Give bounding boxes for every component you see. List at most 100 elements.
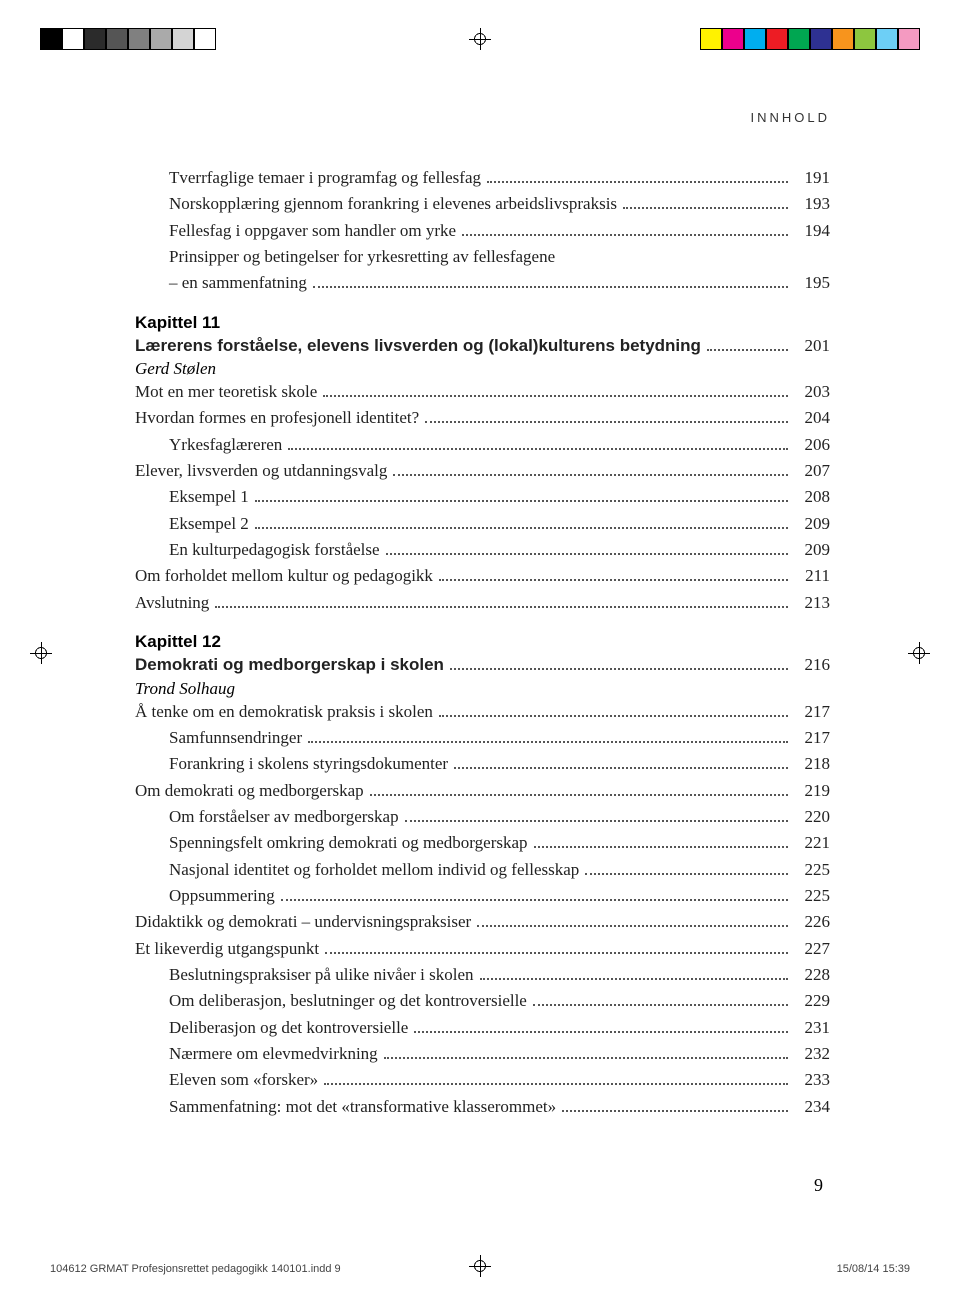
chapter-heading: Kapittel 11 (135, 313, 830, 333)
toc-page: 195 (794, 270, 830, 296)
toc-label: Samfunnsendringer (169, 725, 302, 751)
toc-entry: Beslutningspraksiser på ulike nivåer i s… (135, 962, 830, 988)
toc-label: Elever, livsverden og utdanningsvalg (135, 458, 387, 484)
page-content: INNHOLD Tverrfaglige temaer i programfag… (135, 110, 830, 1120)
toc-label: Nasjonal identitet og forholdet mellom i… (169, 857, 579, 883)
toc-label: Eleven som «forsker» (169, 1067, 318, 1093)
toc-page: 217 (794, 725, 830, 751)
toc-label: Eksempel 2 (169, 511, 249, 537)
registration-mark-icon (30, 642, 52, 664)
toc-label: Fellesfag i oppgaver som handler om yrke (169, 218, 456, 244)
toc-label: Yrkesfaglæreren (169, 432, 282, 458)
page-number: 9 (814, 1175, 823, 1196)
toc-label: Om forholdet mellom kultur og pedagogikk (135, 563, 433, 589)
toc-label: Om demokrati og medborgerskap (135, 778, 364, 804)
toc-entry: Forankring i skolens styringsdokumenter 2… (135, 751, 830, 777)
toc-page: 211 (794, 563, 830, 589)
toc-page: 233 (794, 1067, 830, 1093)
toc-page: 228 (794, 962, 830, 988)
footer-filename: 104612 GRMAT Profesjonsrettet pedagogikk… (50, 1263, 341, 1275)
table-of-contents: Tverrfaglige temaer i programfag og fell… (135, 165, 830, 1120)
toc-entry: Yrkesfaglæreren 206 (135, 432, 830, 458)
registration-mark-icon (908, 642, 930, 664)
toc-entry: Om forståelser av medborgerskap 220 (135, 804, 830, 830)
toc-label: Eksempel 1 (169, 484, 249, 510)
toc-page: 225 (794, 857, 830, 883)
toc-page: 209 (794, 511, 830, 537)
toc-entry: Hvordan formes en profesjonell identitet… (135, 405, 830, 431)
chapter-author: Gerd Stølen (135, 359, 830, 379)
toc-label: Prinsipper og betingelser for yrkesretti… (169, 244, 555, 270)
toc-page: 207 (794, 458, 830, 484)
toc-entry: Om demokrati og medborgerskap219 (135, 778, 830, 804)
toc-entry: Tverrfaglige temaer i programfag og fell… (135, 165, 830, 191)
toc-entry: Eksempel 1 208 (135, 484, 830, 510)
toc-page: 231 (794, 1015, 830, 1041)
toc-page: 208 (794, 484, 830, 510)
toc-entry: Eleven som «forsker» 233 (135, 1067, 830, 1093)
toc-label: Mot en mer teoretisk skole (135, 379, 317, 405)
toc-page: 218 (794, 751, 830, 777)
toc-page: 206 (794, 432, 830, 458)
toc-page: 225 (794, 883, 830, 909)
toc-label: – en sammenfatning (169, 270, 307, 296)
running-head: INNHOLD (135, 110, 830, 125)
toc-label: Om forståelser av medborgerskap (169, 804, 399, 830)
toc-page: 220 (794, 804, 830, 830)
toc-label: Norskopplæring gjennom forankring i elev… (169, 191, 617, 217)
toc-entry: Nasjonal identitet og forholdet mellom i… (135, 857, 830, 883)
toc-entry: – en sammenfatning 195 (135, 270, 830, 296)
toc-page: 204 (794, 405, 830, 431)
toc-entry: Å tenke om en demokratisk praksis i skol… (135, 699, 830, 725)
toc-entry: Didaktikk og demokrati – undervisningspr… (135, 909, 830, 935)
toc-label: Oppsummering (169, 883, 275, 909)
toc-label: Didaktikk og demokrati – undervisningspr… (135, 909, 471, 935)
toc-label: Å tenke om en demokratisk praksis i skol… (135, 699, 433, 725)
toc-label: Hvordan formes en profesjonell identitet… (135, 405, 419, 431)
toc-page: 226 (794, 909, 830, 935)
toc-entry: Demokrati og medborgerskap i skolen 216 (135, 652, 830, 678)
toc-entry: Mot en mer teoretisk skole 203 (135, 379, 830, 405)
toc-entry: Sammenfatning: mot det «transformative k… (135, 1094, 830, 1120)
toc-entry: En kulturpedagogisk forståelse 209 (135, 537, 830, 563)
toc-entry: Et likeverdig utgangspunkt 227 (135, 936, 830, 962)
toc-page: 194 (794, 218, 830, 244)
toc-page: 232 (794, 1041, 830, 1067)
toc-label: Avslutning (135, 590, 209, 616)
toc-label: En kulturpedagogisk forståelse (169, 537, 380, 563)
toc-page: 191 (794, 165, 830, 191)
toc-entry: Norskopplæring gjennom forankring i elev… (135, 191, 830, 217)
print-footer: 104612 GRMAT Profesjonsrettet pedagogikk… (50, 1263, 910, 1275)
chapter-author: Trond Solhaug (135, 679, 830, 699)
toc-page: 209 (794, 537, 830, 563)
toc-entry: Elever, livsverden og utdanningsvalg 207 (135, 458, 830, 484)
toc-entry: Deliberasjon og det kontroversielle 231 (135, 1015, 830, 1041)
toc-entry: Prinsipper og betingelser for yrkesretti… (135, 244, 830, 270)
toc-label: Lærerens forståelse, elevens livsverden … (135, 333, 701, 359)
toc-page: 229 (794, 988, 830, 1014)
toc-page: 203 (794, 379, 830, 405)
toc-page: 217 (794, 699, 830, 725)
toc-page: 213 (794, 590, 830, 616)
toc-page: 216 (794, 652, 830, 678)
toc-entry: Om deliberasjon, beslutninger og det kon… (135, 988, 830, 1014)
toc-page: 227 (794, 936, 830, 962)
toc-label: Forankring i skolens styringsdokumenter (169, 751, 448, 777)
toc-entry: Nærmere om elevmedvirkning232 (135, 1041, 830, 1067)
toc-label: Sammenfatning: mot det «transformative k… (169, 1094, 556, 1120)
toc-entry: Eksempel 2 209 (135, 511, 830, 537)
toc-label: Tverrfaglige temaer i programfag og fell… (169, 165, 481, 191)
toc-label: Spenningsfelt omkring demokrati og medbo… (169, 830, 528, 856)
toc-page: 234 (794, 1094, 830, 1120)
toc-entry: Samfunnsendringer 217 (135, 725, 830, 751)
toc-label: Et likeverdig utgangspunkt (135, 936, 319, 962)
toc-page: 193 (794, 191, 830, 217)
toc-entry: Lærerens forståelse, elevens livsverden … (135, 333, 830, 359)
toc-label: Beslutningspraksiser på ulike nivåer i s… (169, 962, 474, 988)
registration-mark-icon (469, 28, 491, 50)
toc-page: 201 (794, 333, 830, 359)
toc-entry: Fellesfag i oppgaver som handler om yrke… (135, 218, 830, 244)
toc-label: Deliberasjon og det kontroversielle (169, 1015, 408, 1041)
footer-timestamp: 15/08/14 15:39 (837, 1263, 910, 1275)
toc-label: Demokrati og medborgerskap i skolen (135, 652, 444, 678)
